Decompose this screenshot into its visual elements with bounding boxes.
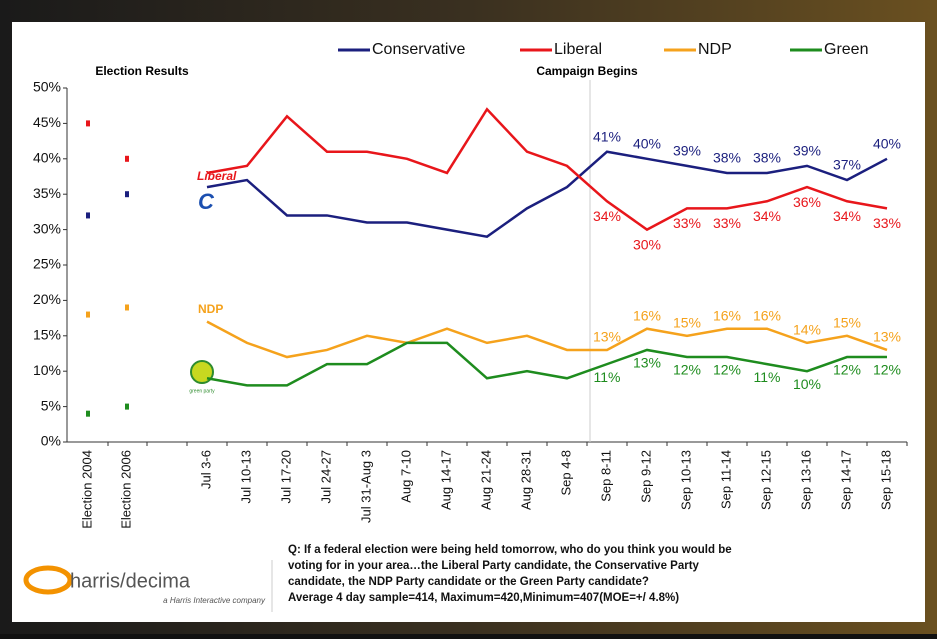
data-label: 13%	[593, 329, 621, 345]
legend-label: Green	[824, 41, 868, 58]
data-label: 30%	[633, 236, 661, 252]
series-line	[206, 150, 888, 239]
y-tick-label: 40%	[33, 150, 61, 166]
election-marker	[86, 120, 90, 127]
brand-logo	[23, 565, 73, 595]
election-marker	[125, 403, 129, 410]
x-tick-label: Sep 13-16	[798, 450, 813, 510]
series-line	[206, 341, 887, 387]
data-label: 34%	[593, 208, 621, 224]
data-label: 33%	[873, 215, 901, 231]
note-line: Average 4 day sample=414, Maximum=420,Mi…	[288, 592, 679, 604]
y-tick-label: 15%	[33, 327, 61, 343]
series-line	[206, 107, 888, 232]
note-line: voting for in your area…the Liberal Part…	[288, 560, 700, 572]
data-label: 12%	[713, 362, 741, 378]
x-tick-label: Sep 15-18	[878, 450, 893, 510]
data-label: 15%	[833, 315, 861, 331]
data-label: 36%	[793, 194, 821, 210]
y-tick-label: 20%	[33, 291, 61, 307]
data-label: 10%	[793, 376, 821, 392]
data-label: 33%	[713, 215, 741, 231]
y-tick-label: 25%	[33, 256, 61, 272]
legend-label: NDP	[698, 41, 732, 58]
data-label: 41%	[593, 128, 621, 144]
data-label: 39%	[673, 143, 701, 159]
y-tick-label: 0%	[41, 433, 61, 449]
data-label: 16%	[633, 307, 661, 323]
data-label: 15%	[673, 315, 701, 331]
data-label: 38%	[753, 150, 781, 166]
x-tick-label: Sep 8-11	[598, 450, 613, 502]
panel	[12, 22, 925, 622]
data-label: 40%	[873, 136, 901, 152]
data-label: 13%	[633, 355, 661, 371]
x-tick-label: Sep 14-17	[838, 450, 853, 510]
data-label: 14%	[793, 322, 821, 338]
data-label: 12%	[673, 362, 701, 378]
brand: harris/decima	[70, 570, 191, 592]
legend-label: Liberal	[554, 41, 602, 58]
data-label: 34%	[833, 208, 861, 224]
x-tick-label: Election 2006	[118, 450, 133, 529]
x-tick-label: Sep 10-13	[678, 450, 693, 510]
election-marker	[125, 304, 129, 311]
data-label: 12%	[833, 362, 861, 378]
election-marker	[125, 155, 129, 162]
data-label: 38%	[713, 150, 741, 166]
annotation: Election Results	[95, 64, 189, 78]
x-tick-label: Aug 21-24	[478, 450, 493, 510]
x-tick-label: Sep 9-12	[638, 450, 653, 503]
logo-text: NDP	[198, 302, 223, 316]
tagline: a Harris Interactive company	[163, 596, 266, 605]
x-tick-label: Aug 7-10	[398, 450, 413, 503]
x-tick-label: Jul 31-Aug 3	[358, 450, 373, 523]
data-label: 16%	[753, 307, 781, 323]
data-label: 13%	[873, 329, 901, 345]
annotation: Campaign Begins	[536, 64, 638, 78]
data-label: 12%	[873, 362, 901, 378]
x-tick-label: Jul 3-6	[198, 450, 213, 489]
note-line: Q: If a federal election were being held…	[288, 544, 732, 556]
note-line: candidate, the NDP Party candidate or th…	[288, 576, 649, 588]
y-tick-label: 10%	[33, 362, 61, 378]
y-tick-label: 50%	[33, 79, 61, 95]
data-label: 34%	[753, 208, 781, 224]
election-marker	[86, 311, 90, 318]
data-label: 37%	[833, 157, 861, 173]
y-tick-label: 45%	[33, 114, 61, 130]
data-label: 11%	[594, 369, 621, 385]
logo-text: green party	[189, 388, 215, 394]
y-tick-label: 30%	[33, 220, 61, 236]
data-label: 40%	[633, 136, 661, 152]
logo-c: C	[198, 189, 215, 214]
x-tick-label: Sep 4-8	[558, 450, 573, 496]
data-label: 39%	[793, 143, 821, 159]
x-tick-label: Election 2004	[79, 450, 94, 529]
data-label: 11%	[754, 369, 781, 385]
x-tick-label: Jul 24-27	[318, 450, 333, 503]
series-line	[206, 320, 888, 359]
x-tick-label: Aug 14-17	[438, 450, 453, 510]
data-label: 16%	[713, 307, 741, 323]
x-tick-label: Jul 10-13	[238, 450, 253, 503]
x-tick-label: Aug 28-31	[518, 450, 533, 510]
x-tick-label: Jul 17-20	[278, 450, 293, 503]
legend-label: Conservative	[372, 41, 465, 58]
data-label: 33%	[673, 215, 701, 231]
x-tick-label: Sep 11-14	[718, 450, 733, 509]
election-marker	[86, 410, 90, 417]
y-tick-label: 5%	[41, 397, 61, 413]
x-tick-label: Sep 12-15	[758, 450, 773, 510]
y-tick-label: 35%	[33, 185, 61, 201]
election-marker	[86, 212, 90, 219]
election-marker	[125, 191, 129, 198]
